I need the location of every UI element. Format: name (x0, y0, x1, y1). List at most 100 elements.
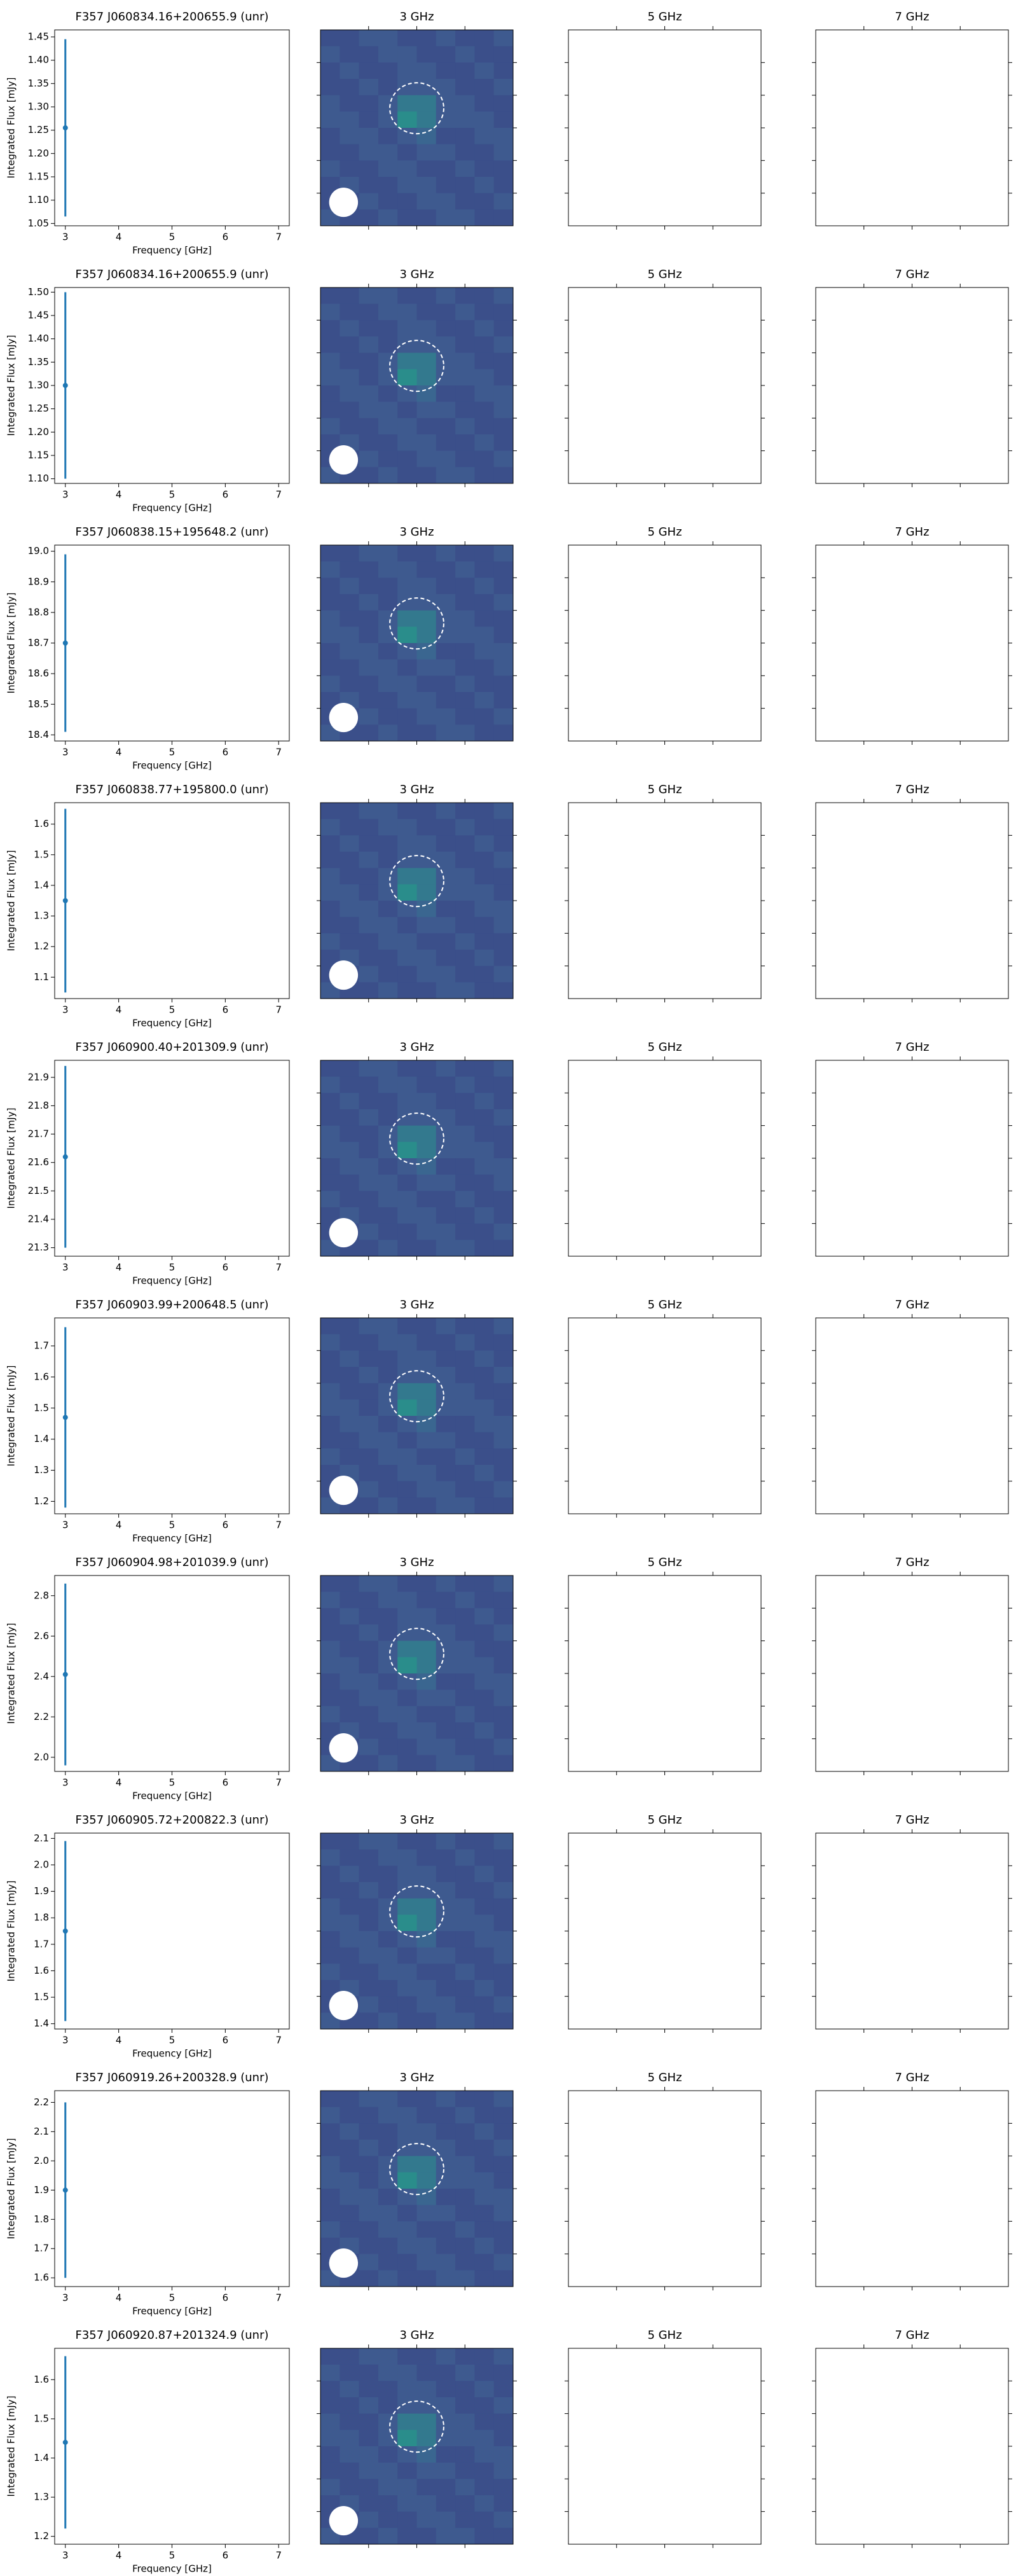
x-tick-label: 6 (223, 489, 229, 501)
image-pixel (436, 2205, 456, 2222)
image-pixel (493, 2140, 514, 2157)
image-pixel (455, 1497, 475, 1514)
image-pixel (397, 303, 417, 321)
image-pixel (436, 1849, 456, 1866)
image-pixel (436, 1996, 456, 2013)
image-pixel (397, 594, 417, 611)
image-pixel (359, 1448, 379, 1465)
image-pixel (378, 2140, 398, 2157)
image-pixel (340, 1158, 360, 1175)
image-pixel (436, 1367, 456, 1384)
image-pixel (359, 1947, 379, 1964)
image-pixel (455, 369, 475, 386)
image-pixel (378, 950, 398, 967)
image-pixel (397, 1689, 417, 1707)
y-tick-label: 1.35 (28, 78, 49, 89)
image-pixel (340, 1174, 360, 1191)
image-pixel (493, 594, 514, 611)
image-pixel (340, 1350, 360, 1368)
image-pixel (378, 1866, 398, 1883)
x-tick-label: 4 (116, 1520, 122, 1531)
image-pixel (320, 287, 340, 305)
image-pixel (493, 46, 514, 63)
image-pixel (340, 30, 360, 47)
image-pixel (436, 1497, 456, 1514)
image-pixel (416, 2430, 437, 2447)
image-pixel (416, 1350, 437, 1368)
image-pixel (378, 1996, 398, 2013)
image-pixel (397, 209, 417, 226)
image-pixel (493, 819, 514, 836)
image-pixel (340, 144, 360, 161)
y-tick-label: 1.7 (34, 1340, 49, 1352)
x-tick-label: 3 (62, 747, 69, 758)
y-axis-label: Integrated Flux [mJy] (6, 1623, 17, 1724)
image-pixel (359, 982, 379, 999)
image-pixel (474, 561, 495, 578)
y-axis-label: Integrated Flux [mJy] (6, 78, 17, 179)
image-pixel (359, 385, 379, 403)
image-pixel (397, 610, 417, 627)
image-pixel (397, 418, 417, 435)
image-pixel (397, 2430, 417, 2447)
image-pixel (455, 2140, 475, 2157)
image-pixel (320, 2397, 340, 2414)
axes-frame (320, 29, 514, 226)
image-pixel (397, 320, 417, 337)
image-pixel (378, 708, 398, 725)
image-pixel (378, 917, 398, 934)
image-pixel (359, 95, 379, 112)
image-pixel (455, 2528, 475, 2545)
x-tick-label: 3 (62, 1777, 69, 1789)
image-pixel (397, 659, 417, 676)
image-pixel (436, 1174, 456, 1191)
image-pixel (474, 2172, 495, 2189)
image-pixel (416, 1947, 437, 1964)
image-pixel (320, 1350, 340, 1368)
image-pixel (474, 2221, 495, 2238)
x-tick-label: 6 (223, 1262, 229, 1273)
image-pixel (474, 1996, 495, 2013)
image-pixel (474, 450, 495, 467)
image-pixel (416, 1383, 437, 1400)
x-tick-label: 7 (275, 2292, 282, 2304)
image-pixel (474, 1608, 495, 1625)
image-pixel (359, 868, 379, 885)
image-pixel (359, 1738, 379, 1755)
image-pixel (436, 369, 456, 386)
image-pixel (359, 1240, 379, 1257)
image-pixel (416, 1191, 437, 1208)
image-pixel (455, 1350, 475, 1368)
image-pixel (378, 144, 398, 161)
image-pixel (378, 1915, 398, 1932)
image-pixel (474, 467, 495, 484)
image-pixel (416, 418, 437, 435)
image-pixel (474, 2012, 495, 2030)
image-pixel (436, 79, 456, 96)
image-pixel (359, 627, 379, 644)
panel-title: 5 GHz (647, 2071, 682, 2084)
image-pixel (320, 561, 340, 578)
image-pixel (436, 450, 456, 467)
image-pixel (436, 1833, 456, 1850)
image-pixel (320, 2140, 340, 2157)
panel-title: F357 J060838.77+195800.0 (unr) (75, 783, 268, 796)
image-pixel (340, 111, 360, 128)
image-pixel (493, 1223, 514, 1240)
image-pixel (455, 2254, 475, 2271)
image-pixel (474, 95, 495, 112)
image-pixel (378, 193, 398, 210)
image-pixel (474, 2123, 495, 2140)
x-axis-label: Frequency [GHz] (132, 760, 212, 772)
image-pixel (378, 852, 398, 869)
image-pixel (474, 336, 495, 354)
image-pixel (455, 2462, 475, 2479)
panel-title: 7 GHz (895, 2329, 929, 2342)
y-tick-label: 1.6 (34, 2272, 49, 2283)
image-pixel (340, 336, 360, 354)
image-pixel (416, 79, 437, 96)
x-tick-label: 5 (169, 747, 175, 758)
image-pixel (474, 1367, 495, 1384)
image-pixel (340, 1191, 360, 1208)
image-pixel (397, 561, 417, 578)
